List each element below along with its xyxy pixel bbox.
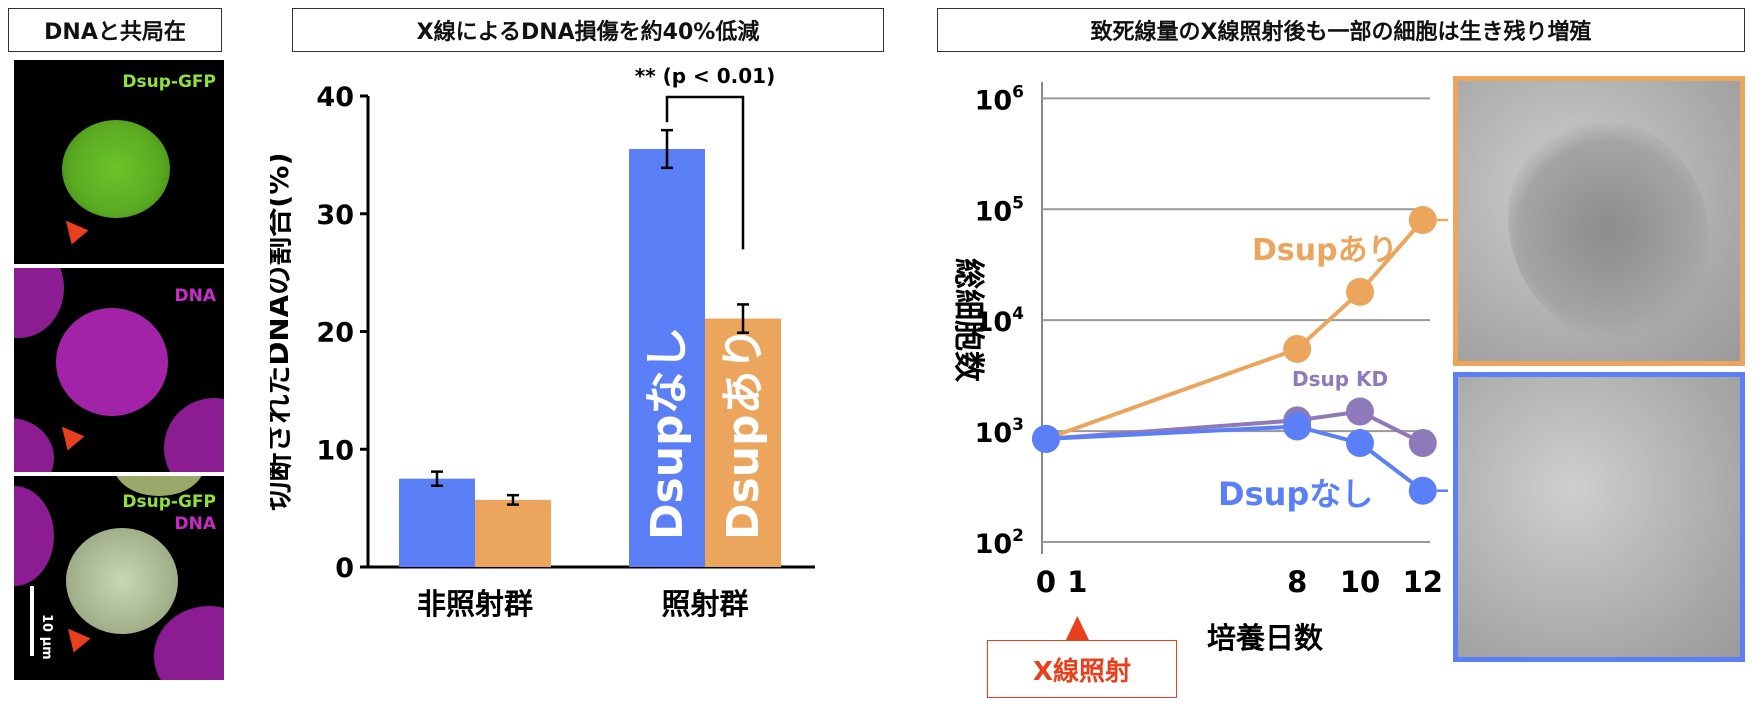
bar-y-tick-label: 10 bbox=[316, 435, 354, 466]
bar-y-tick-label: 0 bbox=[335, 553, 354, 584]
panel3-title: 致死線量のX線照射後も一部の細胞は生き残り増殖 bbox=[937, 8, 1745, 52]
line-y-axis-label: 総細胞数 bbox=[950, 258, 986, 382]
scale-label: 10 μm bbox=[39, 614, 54, 660]
bar bbox=[629, 148, 705, 568]
bar bbox=[399, 478, 475, 567]
bar-y-tick-label: 20 bbox=[316, 318, 354, 349]
bar-y-tick-label: 30 bbox=[316, 200, 354, 231]
data-point bbox=[1408, 429, 1437, 458]
micrograph-with-dsup bbox=[1453, 76, 1745, 366]
gfp-label: Dsup-GFP bbox=[122, 72, 216, 92]
line-x-tick-label: 1 bbox=[1067, 565, 1087, 599]
data-point bbox=[1283, 406, 1312, 435]
merge-nucleus-2 bbox=[14, 486, 54, 586]
dna-arrow-icon bbox=[53, 419, 85, 451]
gfp-arrow-icon bbox=[57, 213, 89, 245]
xray-label-box: X線照射 bbox=[987, 640, 1177, 698]
line-y-tick-label: 102 bbox=[975, 526, 1024, 560]
merge-nucleus bbox=[66, 528, 178, 634]
micrograph-without-dsup bbox=[1453, 372, 1745, 662]
bar bbox=[475, 499, 551, 567]
cell-colony bbox=[1508, 121, 1708, 341]
series-line bbox=[1045, 409, 1424, 445]
panel2-title: X線によるDNA損傷を約40%低減 bbox=[292, 8, 884, 52]
data-point bbox=[1408, 476, 1437, 505]
series-line bbox=[1045, 218, 1425, 441]
line-x-tick-label: 10 bbox=[1340, 565, 1380, 599]
series-line bbox=[1045, 424, 1425, 493]
data-point bbox=[1283, 412, 1312, 441]
data-point bbox=[1346, 277, 1374, 306]
merge-nucleus-3 bbox=[154, 606, 224, 680]
dna-label: DNA bbox=[174, 286, 217, 306]
series-label: Dsupあり bbox=[1252, 233, 1398, 268]
bar bbox=[705, 318, 781, 567]
dna-nucleus-2 bbox=[14, 268, 64, 338]
dna-nucleus-4 bbox=[14, 418, 54, 472]
line-y-tick-label: 105 bbox=[975, 193, 1024, 227]
bar-y-tick-label: 40 bbox=[316, 82, 354, 113]
line-x-tick-label: 12 bbox=[1403, 565, 1443, 599]
series-label: Dsupなし bbox=[1218, 475, 1373, 513]
scale-bar bbox=[30, 586, 34, 656]
line-x-tick-label: 0 bbox=[1036, 565, 1056, 599]
bar-series-label: Dsupあり bbox=[718, 326, 769, 540]
bar-chart: 0 10 20 30 40 切断されたDNAの割合(%) 非照射群 Dsupなし Dsupあり照… bbox=[270, 64, 815, 621]
data-point bbox=[1032, 424, 1060, 453]
merge-image: Dsup-GFP DNA 10 μm bbox=[14, 476, 224, 680]
line-y-tick-label: 104 bbox=[975, 304, 1025, 338]
gfp-nucleus bbox=[62, 120, 170, 218]
bar-y-axis-label: 切断されたDNAの割合(%) bbox=[270, 152, 295, 510]
merge-arrow-icon bbox=[59, 621, 91, 653]
series-label: Dsup KD bbox=[1292, 367, 1388, 391]
dna-nucleus bbox=[56, 308, 168, 416]
bar-x-tick-label: 非照射群 bbox=[417, 587, 533, 621]
panel1-title: DNAと共局在 bbox=[8, 8, 222, 52]
data-point bbox=[1283, 334, 1312, 363]
line-x-axis-label: 培養日数 bbox=[1207, 621, 1324, 655]
data-point bbox=[1408, 206, 1437, 235]
data-point bbox=[1346, 429, 1374, 458]
bar-series-label: Dsupなし bbox=[642, 326, 693, 540]
dna-nucleus-3 bbox=[164, 398, 224, 472]
merge-label-gfp: Dsup-GFP bbox=[122, 492, 216, 512]
bar-x-tick-label: 照射群 bbox=[661, 587, 748, 621]
data-point bbox=[1032, 424, 1060, 453]
significance-label: ** (p < 0.01) bbox=[635, 64, 776, 88]
merge-nucleus-top bbox=[114, 476, 204, 496]
gfp-image: Dsup-GFP bbox=[14, 60, 224, 264]
data-point bbox=[1346, 397, 1374, 426]
line-y-tick-label: 106 bbox=[975, 82, 1024, 116]
xray-arrow-icon bbox=[1065, 616, 1090, 641]
merge-label-dna: DNA bbox=[174, 514, 217, 534]
line-y-tick-label: 103 bbox=[975, 415, 1024, 449]
significance-bracket bbox=[665, 95, 745, 250]
data-point bbox=[1032, 424, 1060, 453]
line-x-tick-label: 8 bbox=[1287, 565, 1307, 599]
dna-image: DNA bbox=[14, 268, 224, 472]
